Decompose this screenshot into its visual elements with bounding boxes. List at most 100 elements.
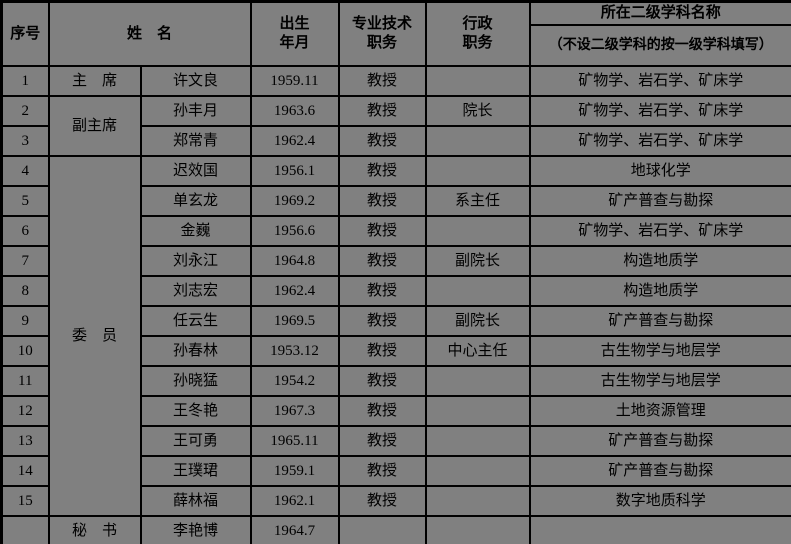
col-header-admin: 行政 职务 — [424, 0, 531, 67]
title-cell: 教授 — [337, 305, 427, 337]
col-header-name: 姓 名 — [47, 0, 252, 67]
serial-cell — [0, 515, 50, 544]
admin-cell — [424, 365, 531, 397]
admin-cell — [424, 215, 531, 247]
admin-cell — [424, 395, 531, 427]
title-cell — [337, 515, 427, 544]
col-header-discipline-note: （不设二级学科的按一级学科填写） — [548, 37, 773, 53]
position-cell: 主 席 — [47, 65, 142, 97]
table-header: 序号 姓 名 出生 年月 专业技术 职务 行政 职务 — [0, 0, 791, 67]
col-header-title-line2: 职务 — [367, 35, 398, 51]
name-cell: 郑常青 — [139, 125, 252, 157]
birth-cell: 1969.5 — [249, 305, 340, 337]
name-cell: 孙春林 — [139, 335, 252, 367]
table-row: 2 副主席 孙丰月 1963.6 教授 院长 矿物学、岩石学、矿床学 — [0, 95, 791, 157]
table-row: 7 刘永江 1964.8 教授 副院长 构造地质学 — [0, 245, 791, 277]
admin-cell — [424, 515, 531, 544]
birth-cell: 1965.11 — [249, 425, 340, 457]
col-header-serial: 序号 — [0, 0, 50, 67]
birth-cell: 1969.2 — [249, 185, 340, 217]
title-cell: 教授 — [337, 455, 427, 487]
admin-cell: 中心主任 — [424, 335, 531, 367]
discipline-cell: 矿物学、岩石学、矿床学 — [528, 65, 791, 97]
discipline-cell: 矿产普查与勘探 — [528, 185, 791, 217]
discipline-cell: 矿物学、岩石学、矿床学 — [528, 125, 791, 157]
serial-cell: 2 — [0, 95, 50, 127]
header-row: 序号 姓 名 出生 年月 专业技术 职务 行政 职务 — [0, 0, 791, 67]
col-header-discipline-title: 所在二级学科名称 — [531, 3, 791, 26]
admin-cell — [424, 125, 531, 157]
birth-cell: 1956.6 — [249, 215, 340, 247]
name-cell: 李艳博 — [139, 515, 252, 544]
name-cell: 单玄龙 — [139, 185, 252, 217]
name-cell: 迟效国 — [139, 155, 252, 187]
admin-cell — [424, 425, 531, 457]
birth-cell: 1962.4 — [249, 275, 340, 307]
table-row: 3 郑常青 1962.4 教授 矿物学、岩石学、矿床学 — [0, 125, 791, 157]
discipline-cell: 古生物学与地层学 — [528, 335, 791, 367]
position-cell: 委 员 — [47, 155, 142, 517]
table-row: 11 孙晓猛 1954.2 教授 古生物学与地层学 — [0, 365, 791, 397]
title-cell: 教授 — [337, 275, 427, 307]
serial-cell: 13 — [0, 425, 50, 457]
name-cell: 薛林福 — [139, 485, 252, 517]
discipline-cell: 矿产普查与勘探 — [528, 455, 791, 487]
serial-cell: 15 — [0, 485, 50, 517]
col-header-birth: 出生 年月 — [249, 0, 340, 67]
position-cell: 副主席 — [47, 95, 142, 157]
title-cell: 教授 — [337, 395, 427, 427]
birth-cell: 1967.3 — [249, 395, 340, 427]
name-cell: 王可勇 — [139, 425, 252, 457]
serial-cell: 10 — [0, 335, 50, 367]
title-cell: 教授 — [337, 95, 427, 127]
col-header-discipline: 所在二级学科名称 （不设二级学科的按一级学科填写） — [528, 0, 791, 67]
birth-cell: 1963.6 — [249, 95, 340, 127]
table-row: 5 单玄龙 1969.2 教授 系主任 矿产普查与勘探 — [0, 185, 791, 217]
title-cell: 教授 — [337, 215, 427, 247]
admin-cell — [424, 455, 531, 487]
birth-cell: 1953.12 — [249, 335, 340, 367]
title-cell: 教授 — [337, 185, 427, 217]
discipline-cell: 构造地质学 — [528, 275, 791, 307]
name-cell: 许文良 — [139, 65, 252, 97]
admin-cell: 院长 — [424, 95, 531, 127]
birth-cell: 1959.11 — [249, 65, 340, 97]
table-row: 12 王冬艳 1967.3 教授 土地资源管理 — [0, 395, 791, 427]
col-header-title: 专业技术 职务 — [337, 0, 427, 67]
birth-cell: 1962.4 — [249, 125, 340, 157]
serial-cell: 4 — [0, 155, 50, 187]
table-row: 10 孙春林 1953.12 教授 中心主任 古生物学与地层学 — [0, 335, 791, 367]
position-cell: 秘 书 — [47, 515, 142, 544]
title-cell: 教授 — [337, 125, 427, 157]
name-cell: 刘志宏 — [139, 275, 252, 307]
name-cell: 孙晓猛 — [139, 365, 252, 397]
table-row: 秘 书李艳博 1964.7 — [0, 515, 791, 544]
serial-cell: 3 — [0, 125, 50, 157]
discipline-cell: 矿物学、岩石学、矿床学 — [528, 95, 791, 127]
title-cell: 教授 — [337, 425, 427, 457]
name-cell: 金巍 — [139, 215, 252, 247]
admin-cell — [424, 485, 531, 517]
serial-cell: 1 — [0, 65, 50, 97]
col-header-admin-line1: 行政 — [462, 16, 493, 33]
table-row: 8 刘志宏 1962.4 教授 构造地质学 — [0, 275, 791, 307]
name-cell: 孙丰月 — [139, 95, 252, 127]
discipline-cell — [528, 515, 791, 544]
admin-cell — [424, 155, 531, 187]
name-cell: 王冬艳 — [139, 395, 252, 427]
col-header-birth-line1: 出生 — [279, 16, 310, 33]
col-header-title-line1: 专业技术 — [352, 16, 413, 33]
discipline-cell: 构造地质学 — [528, 245, 791, 277]
name-cell: 王璞珺 — [139, 455, 252, 487]
admin-cell: 副院长 — [424, 305, 531, 337]
title-cell: 教授 — [337, 365, 427, 397]
birth-cell: 1956.1 — [249, 155, 340, 187]
discipline-cell: 地球化学 — [528, 155, 791, 187]
table-row: 14 王璞珺 1959.1 教授 矿产普查与勘探 — [0, 455, 791, 487]
admin-cell — [424, 65, 531, 97]
title-cell: 教授 — [337, 485, 427, 517]
serial-cell: 8 — [0, 275, 50, 307]
